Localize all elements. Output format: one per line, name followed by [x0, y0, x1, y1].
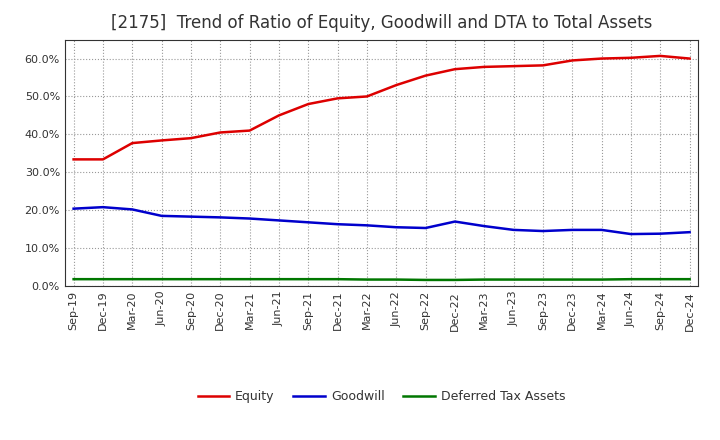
Deferred Tax Assets — [363, 277, 372, 282]
Goodwill — [598, 227, 606, 232]
Goodwill — [246, 216, 254, 221]
Title: [2175]  Trend of Ratio of Equity, Goodwill and DTA to Total Assets: [2175] Trend of Ratio of Equity, Goodwil… — [111, 15, 652, 33]
Goodwill — [128, 207, 137, 212]
Equity — [598, 56, 606, 61]
Deferred Tax Assets — [598, 277, 606, 282]
Equity — [626, 55, 635, 60]
Goodwill — [186, 214, 195, 219]
Deferred Tax Assets — [421, 277, 430, 282]
Equity — [333, 96, 342, 101]
Equity — [216, 130, 225, 135]
Deferred Tax Assets — [246, 276, 254, 282]
Deferred Tax Assets — [274, 276, 283, 282]
Equity — [246, 128, 254, 133]
Goodwill — [274, 218, 283, 223]
Equity — [304, 101, 312, 106]
Deferred Tax Assets — [539, 277, 547, 282]
Goodwill — [656, 231, 665, 236]
Deferred Tax Assets — [626, 276, 635, 282]
Deferred Tax Assets — [99, 276, 107, 282]
Equity — [69, 157, 78, 162]
Goodwill — [626, 231, 635, 237]
Equity — [186, 136, 195, 141]
Goodwill — [99, 205, 107, 210]
Deferred Tax Assets — [69, 276, 78, 282]
Deferred Tax Assets — [157, 276, 166, 282]
Equity — [99, 157, 107, 162]
Equity — [274, 113, 283, 118]
Deferred Tax Assets — [186, 276, 195, 282]
Goodwill — [568, 227, 577, 232]
Deferred Tax Assets — [509, 277, 518, 282]
Equity — [656, 53, 665, 59]
Deferred Tax Assets — [128, 276, 137, 282]
Goodwill — [392, 224, 400, 230]
Goodwill — [685, 230, 694, 235]
Deferred Tax Assets — [656, 276, 665, 282]
Equity — [480, 64, 489, 70]
Goodwill — [363, 223, 372, 228]
Equity — [568, 58, 577, 63]
Equity — [128, 140, 137, 146]
Deferred Tax Assets — [216, 276, 225, 282]
Legend: Equity, Goodwill, Deferred Tax Assets: Equity, Goodwill, Deferred Tax Assets — [193, 385, 570, 408]
Deferred Tax Assets — [392, 277, 400, 282]
Deferred Tax Assets — [685, 276, 694, 282]
Deferred Tax Assets — [568, 277, 577, 282]
Equity — [451, 66, 459, 72]
Line: Goodwill: Goodwill — [73, 207, 690, 234]
Deferred Tax Assets — [480, 277, 489, 282]
Goodwill — [216, 215, 225, 220]
Equity — [392, 82, 400, 88]
Line: Equity: Equity — [73, 56, 690, 159]
Line: Deferred Tax Assets: Deferred Tax Assets — [73, 279, 690, 280]
Goodwill — [509, 227, 518, 232]
Equity — [363, 94, 372, 99]
Deferred Tax Assets — [304, 276, 312, 282]
Equity — [421, 73, 430, 78]
Deferred Tax Assets — [333, 276, 342, 282]
Goodwill — [157, 213, 166, 219]
Goodwill — [451, 219, 459, 224]
Goodwill — [480, 224, 489, 229]
Goodwill — [421, 225, 430, 231]
Deferred Tax Assets — [451, 277, 459, 282]
Goodwill — [333, 222, 342, 227]
Goodwill — [69, 206, 78, 211]
Goodwill — [539, 228, 547, 234]
Equity — [539, 63, 547, 68]
Equity — [509, 63, 518, 69]
Equity — [685, 56, 694, 61]
Equity — [157, 138, 166, 143]
Goodwill — [304, 220, 312, 225]
